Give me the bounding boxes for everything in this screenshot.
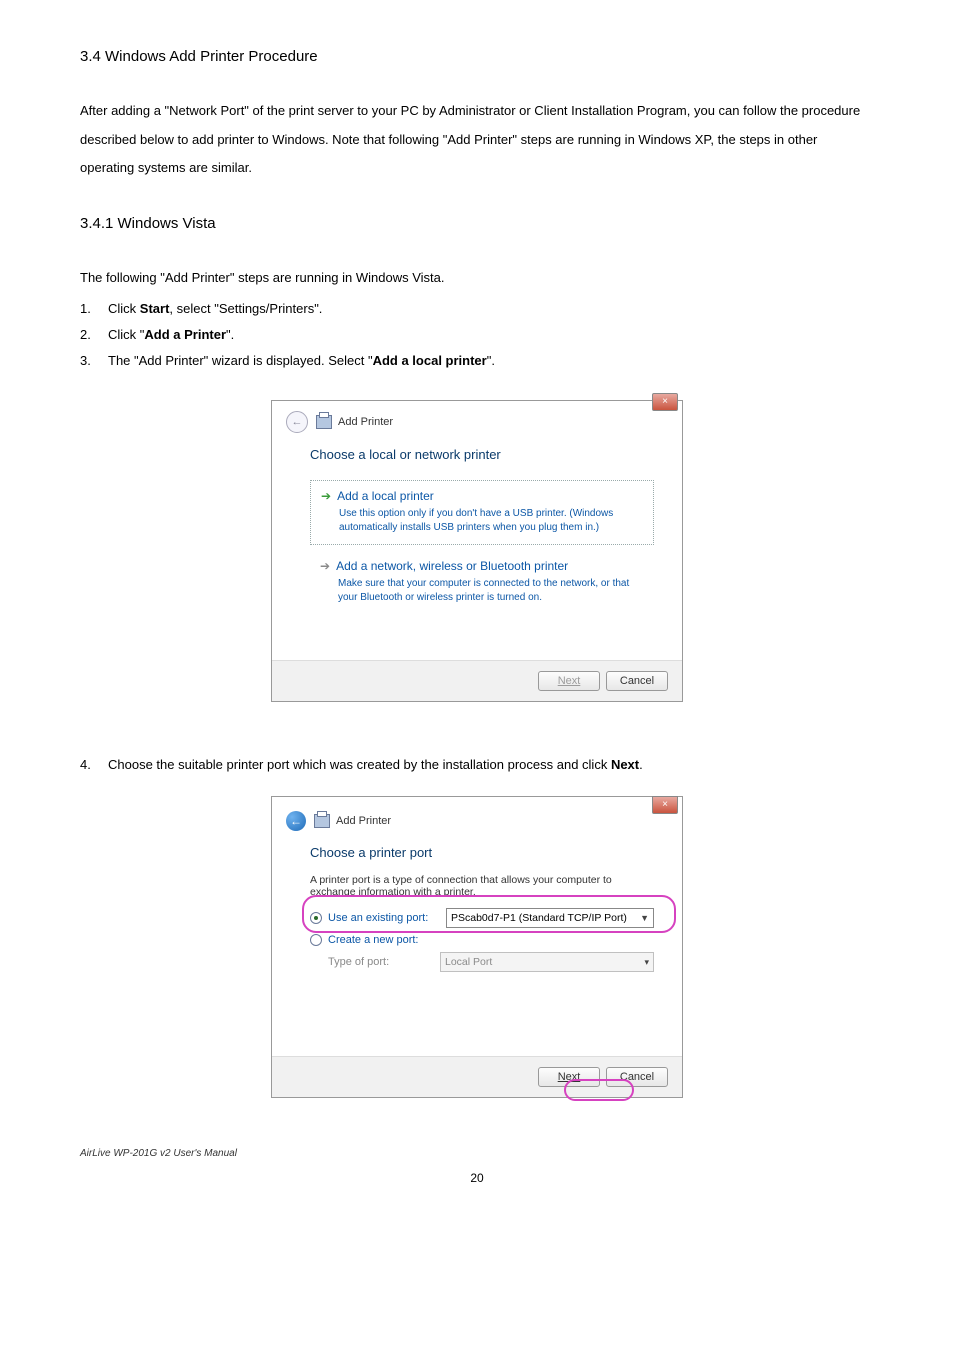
step-pre: Choose the suitable printer port which w… xyxy=(108,757,611,772)
radio-create-port[interactable] xyxy=(310,934,322,946)
dialog-title: Add Printer xyxy=(336,815,391,827)
page-number: 20 xyxy=(0,1171,954,1197)
arrow-icon: ➔ xyxy=(321,489,331,503)
radio-existing-port[interactable] xyxy=(310,912,322,924)
step-text: Click Start, select "Settings/Printers". xyxy=(108,296,322,322)
step-bold: Next xyxy=(611,757,639,772)
select-value: Local Port xyxy=(445,956,492,968)
chevron-down-icon: ▾ xyxy=(644,957,653,968)
step-bold: Add a Printer xyxy=(144,327,226,342)
next-button[interactable]: Next xyxy=(538,1067,600,1087)
step-4: 4. Choose the suitable printer port whic… xyxy=(80,752,874,778)
close-icon[interactable]: × xyxy=(652,393,678,411)
dialog-title: Add Printer xyxy=(338,416,393,428)
step-num: 2. xyxy=(80,322,108,348)
existing-port-label: Use an existing port: xyxy=(328,912,446,924)
step-bold: Start xyxy=(140,301,170,316)
intro-paragraph: After adding a "Network Port" of the pri… xyxy=(80,97,874,183)
existing-port-select[interactable]: PScab0d7-P1 (Standard TCP/IP Port) ▼ xyxy=(446,908,654,928)
add-printer-dialog-2: × ← Add Printer Choose a printer port A … xyxy=(271,796,683,1098)
step-bold: Add a local printer xyxy=(373,353,487,368)
option-title: Add a local printer xyxy=(337,489,434,503)
cancel-button[interactable]: Cancel xyxy=(606,1067,668,1087)
next-label: Next xyxy=(558,1071,581,1083)
step-pre: Click " xyxy=(108,327,144,342)
port-type-select: Local Port ▾ xyxy=(440,952,654,972)
subsection-heading: 3.4.1 Windows Vista xyxy=(80,215,874,232)
printer-icon xyxy=(314,814,330,828)
row-port-type: Type of port: Local Port ▾ xyxy=(310,952,654,972)
option-desc: Use this option only if you don't have a… xyxy=(321,507,643,534)
footer-note: AirLive WP-201G v2 User's Manual xyxy=(0,1148,954,1171)
step-text: Choose the suitable printer port which w… xyxy=(108,752,643,778)
row-existing-port: Use an existing port: PScab0d7-P1 (Stand… xyxy=(310,908,654,928)
cancel-button[interactable]: Cancel xyxy=(606,671,668,691)
dialog-description: A printer port is a type of connection t… xyxy=(310,874,654,898)
port-type-label: Type of port: xyxy=(328,956,440,968)
step-2: 2. Click "Add a Printer". xyxy=(80,322,874,348)
step-post: . xyxy=(639,757,643,772)
step-num: 3. xyxy=(80,348,108,374)
step-post: , select "Settings/Printers". xyxy=(169,301,322,316)
create-port-label: Create a new port: xyxy=(328,934,458,946)
dialog-prompt: Choose a local or network printer xyxy=(310,447,654,462)
step-pre: The "Add Printer" wizard is displayed. S… xyxy=(108,353,373,368)
option-network-printer[interactable]: ➔ Add a network, wireless or Bluetooth p… xyxy=(310,557,654,614)
next-button[interactable]: Next xyxy=(538,671,600,691)
dialog-footer: Next Cancel xyxy=(272,660,682,701)
step-3: 3. The "Add Printer" wizard is displayed… xyxy=(80,348,874,374)
row-create-port: Create a new port: xyxy=(310,934,654,946)
step-num: 1. xyxy=(80,296,108,322)
step-post: ". xyxy=(487,353,495,368)
option-title: Add a network, wireless or Bluetooth pri… xyxy=(336,559,568,573)
dialog-titlebar: ← Add Printer xyxy=(272,797,682,837)
dialog-prompt: Choose a printer port xyxy=(310,845,654,860)
option-local-printer[interactable]: ➔ Add a local printer Use this option on… xyxy=(310,480,654,545)
dialog-titlebar: ← Add Printer xyxy=(272,401,682,439)
step-post: ". xyxy=(226,327,234,342)
back-button[interactable]: ← xyxy=(286,811,306,831)
printer-icon xyxy=(316,415,332,429)
select-value: PScab0d7-P1 (Standard TCP/IP Port) xyxy=(451,912,627,924)
step-text: Click "Add a Printer". xyxy=(108,322,234,348)
dialog-footer: Next Cancel xyxy=(272,1056,682,1097)
step-text: The "Add Printer" wizard is displayed. S… xyxy=(108,348,495,374)
section-heading: 3.4 Windows Add Printer Procedure xyxy=(80,48,874,65)
chevron-down-icon: ▼ xyxy=(640,913,653,923)
vista-intro: The following "Add Printer" steps are ru… xyxy=(80,264,874,293)
next-label: Next xyxy=(558,675,581,687)
back-button[interactable]: ← xyxy=(286,411,308,433)
add-printer-dialog-1: × ← Add Printer Choose a local or networ… xyxy=(271,400,683,702)
step-num: 4. xyxy=(80,752,108,778)
step-1: 1. Click Start, select "Settings/Printer… xyxy=(80,296,874,322)
arrow-icon: ➔ xyxy=(320,559,330,573)
option-desc: Make sure that your computer is connecte… xyxy=(320,577,644,604)
step-pre: Click xyxy=(108,301,140,316)
close-icon[interactable]: × xyxy=(652,796,678,814)
